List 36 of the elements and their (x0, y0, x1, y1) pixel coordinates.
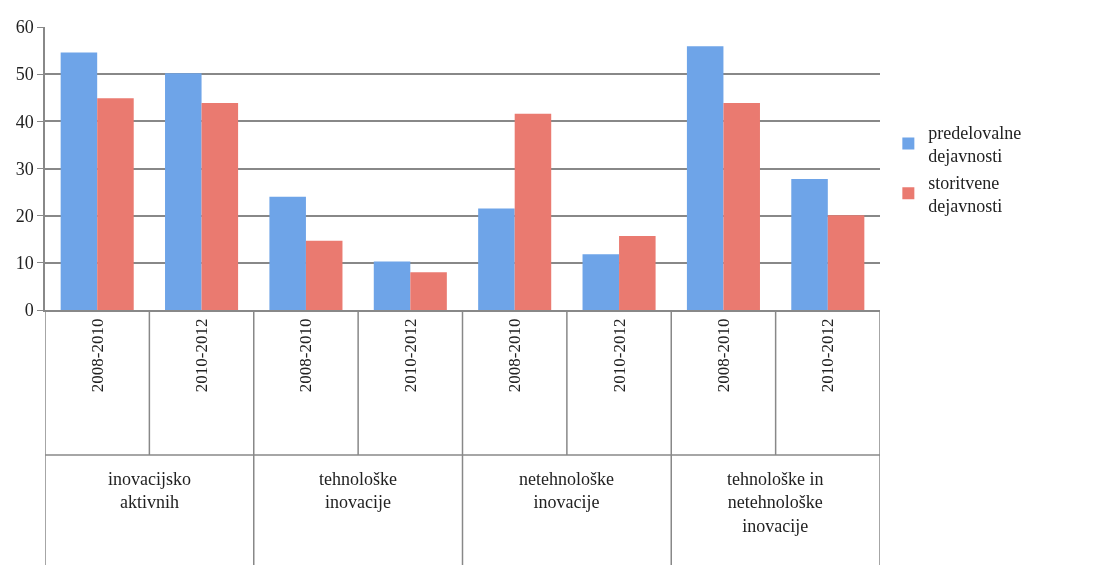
x-tick-label: 2010-2012 (609, 318, 629, 393)
bar (791, 178, 828, 310)
text: netehnološke inovacije (519, 469, 614, 513)
bar (97, 98, 134, 310)
bar (478, 208, 515, 310)
y-tick-label: 0 (24, 300, 34, 321)
text: tehnološke inovacije (319, 469, 397, 513)
y-tick-label: 60 (15, 17, 34, 38)
x-tick-label: 2010-2012 (192, 318, 212, 393)
legend-label: storitvene dejavnosti (928, 172, 1003, 216)
x-tick-label: 2008-2010 (296, 318, 316, 393)
bar (619, 235, 656, 310)
y-tick-label: 40 (15, 111, 34, 132)
bar (827, 215, 865, 310)
bar (269, 196, 306, 310)
bar (60, 52, 98, 310)
y-tick-label: 20 (15, 205, 34, 226)
bar (514, 113, 552, 310)
bar (305, 240, 343, 310)
x-tick-label: 2010-2012 (818, 318, 838, 393)
bar (723, 102, 760, 310)
bar (410, 272, 447, 310)
bar (686, 46, 724, 310)
y-tick-label: 10 (15, 253, 34, 274)
x-tick-label: 2008-2010 (505, 318, 525, 393)
y-tick-label: 50 (15, 64, 34, 85)
bar (373, 261, 411, 310)
bar (582, 254, 620, 310)
x-tick-label: 2008-2010 (87, 318, 107, 393)
y-tick-label: 30 (15, 158, 34, 179)
bar (165, 73, 202, 310)
text: inovacijsko aktivnih (108, 469, 191, 513)
text: tehnološke in netehnološke inovacije (727, 469, 824, 536)
x-tick-label: 2010-2012 (400, 318, 420, 393)
bar (201, 102, 239, 310)
x-tick-label: 2008-2010 (713, 318, 733, 393)
